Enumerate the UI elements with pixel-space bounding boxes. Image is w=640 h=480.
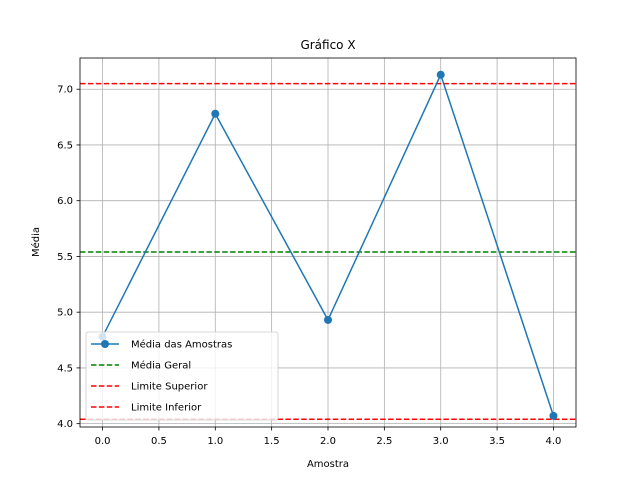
- legend-label: Média Geral: [131, 360, 191, 372]
- legend-label: Limite Inferior: [131, 403, 202, 414]
- y-axis-ticks: 4.0 4.5 5.0 5.5 6.0 6.5 7.0: [57, 85, 80, 430]
- data-point: [549, 411, 558, 420]
- legend-items: Média das Amostras Média Geral Limite Supe…: [91, 339, 232, 414]
- chart-title: Gráfico X: [300, 38, 355, 52]
- x-tick-label: 4.0: [546, 436, 562, 447]
- y-axis-label: Média: [30, 227, 42, 257]
- y-tick-label: 6.0: [57, 196, 73, 207]
- legend-marker: [101, 340, 109, 348]
- x-tick-label: 1.5: [264, 436, 280, 447]
- legend-label: Limite Superior: [131, 382, 208, 393]
- legend-label: Média das Amostras: [131, 339, 232, 351]
- legend-box: [85, 331, 279, 421]
- data-point: [436, 70, 445, 79]
- x-tick-label: 0.5: [151, 436, 167, 447]
- y-tick-label: 4.5: [57, 363, 73, 374]
- y-tick-label: 5.0: [57, 308, 73, 319]
- x-tick-label: 3.5: [489, 436, 505, 447]
- y-tick-label: 6.5: [57, 140, 73, 151]
- x-tick-label: 0.0: [95, 436, 111, 447]
- data-point: [211, 109, 220, 118]
- x-axis-ticks: 0.0 0.5 1.0 1.5 2.0 2.5 3.0 3.5 4.0: [95, 427, 562, 447]
- y-tick-label: 5.5: [57, 252, 73, 263]
- data-point: [324, 315, 332, 324]
- legend: Média das Amostras Média Geral Limite Supe…: [85, 331, 279, 421]
- x-tick-label: 1.0: [207, 436, 223, 447]
- x-tick-label: 2.0: [320, 436, 336, 447]
- x-tick-label: 2.5: [376, 436, 392, 447]
- y-tick-label: 4.0: [57, 419, 73, 430]
- x-tick-label: 3.0: [433, 436, 449, 447]
- y-tick-label: 7.0: [57, 85, 73, 96]
- grid-layer: [80, 58, 576, 427]
- x-axis-label: Amostra: [307, 459, 349, 470]
